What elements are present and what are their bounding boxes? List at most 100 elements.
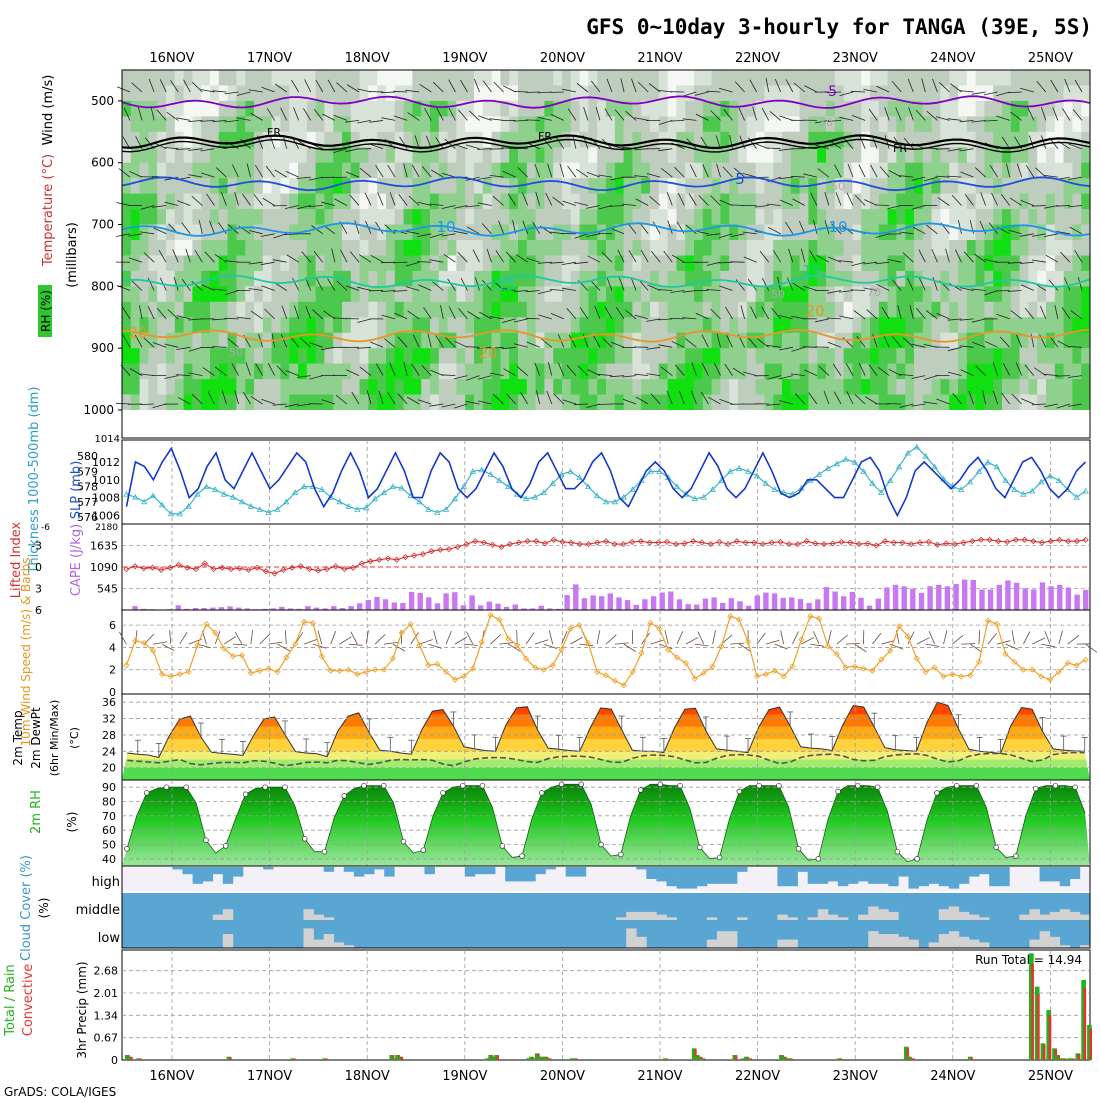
- rh-cell: [579, 162, 589, 179]
- rh-cell: [438, 193, 449, 210]
- high-cloud-bar: [222, 867, 234, 884]
- rh-cell: [870, 255, 880, 272]
- wind-barb: [234, 390, 239, 405]
- rh-cell: [852, 394, 862, 411]
- rh-cell: [905, 131, 915, 148]
- surface-wind-barb: [756, 632, 766, 645]
- low-cloud-bar: [303, 928, 314, 948]
- rh-cell: [667, 147, 677, 164]
- thickness-marker: [132, 493, 139, 500]
- rh-cell: [1046, 100, 1056, 117]
- wind-speed-marker: [878, 656, 885, 663]
- rh-cell: [359, 286, 369, 303]
- rh-cell: [482, 209, 493, 226]
- temp-line: [127, 701, 1085, 759]
- wind-barb: [759, 250, 770, 263]
- rh-cell: [852, 193, 862, 210]
- rh-cell: [262, 317, 273, 334]
- surface-wind-barb: [543, 643, 558, 649]
- surface-wind-barb: [410, 632, 419, 645]
- thickness-marker: [549, 480, 556, 486]
- rh-cell: [570, 240, 581, 256]
- rh-cell: [922, 317, 933, 334]
- rh-cell: [694, 116, 704, 133]
- high-cloud-bar: [1059, 867, 1071, 887]
- rh-cell: [1002, 240, 1012, 256]
- rh-cell: [1019, 348, 1029, 365]
- rh-cell: [650, 70, 660, 86]
- wind-speed-marker: [487, 612, 494, 619]
- rh-cell: [826, 301, 836, 318]
- rh-cell: [166, 240, 176, 256]
- rh-tick-label: 40: [102, 853, 116, 866]
- rh-cell: [245, 270, 255, 287]
- cape-bar: [685, 604, 691, 610]
- rh-cell: [570, 270, 581, 287]
- wind-barb: [706, 90, 721, 93]
- rh-cell: [482, 178, 493, 195]
- rh-cell: [1028, 224, 1038, 241]
- rh-cell: [289, 348, 299, 365]
- rh-cell: [359, 224, 369, 241]
- rh-cell: [298, 178, 308, 195]
- rh-cell: [386, 116, 396, 133]
- wind-barb: [766, 147, 781, 150]
- rh-cell: [1072, 286, 1082, 303]
- wind-barb: [732, 367, 745, 376]
- wind-barb: [708, 396, 721, 405]
- date-label-bottom: 19NOV: [442, 1069, 487, 1084]
- rh-cell: [148, 286, 158, 303]
- middle-cloud-bar: [646, 911, 657, 920]
- rh-cell: [509, 348, 519, 365]
- rh-cell: [694, 379, 704, 396]
- rh-cell: [192, 240, 202, 256]
- thickness-marker: [425, 506, 432, 512]
- wind-barb: [427, 333, 432, 348]
- rh-cell: [368, 85, 378, 102]
- wind-barb: [587, 369, 601, 376]
- rh-cell: [236, 70, 246, 86]
- li-marker: [454, 543, 461, 550]
- thickness-marker: [283, 498, 290, 505]
- rh-cell: [1046, 363, 1056, 380]
- thickness-marker: [496, 477, 503, 483]
- wind-axis-label: Wind (m/s): [41, 75, 56, 146]
- temp-axis-label-2: 2m DewPt: [29, 707, 43, 769]
- temperature-bands: [122, 702, 1090, 780]
- rh-cell: [553, 147, 563, 164]
- slp-tick-label: 1008: [92, 492, 120, 505]
- rh-cell: [333, 301, 343, 318]
- rh-cell: [870, 116, 880, 133]
- wind-barb: [688, 193, 697, 206]
- rh-cell: [729, 348, 739, 365]
- rh-cell: [456, 209, 466, 226]
- rh-cell: [755, 394, 765, 411]
- wind-barb: [923, 401, 938, 405]
- rh-cell: [658, 85, 669, 102]
- isotherm-line: [121, 138, 1091, 153]
- li-marker: [943, 540, 950, 547]
- rh-cell: [192, 178, 202, 195]
- rh-cell: [746, 193, 757, 210]
- rh-cell: [799, 162, 809, 179]
- rh-cell: [597, 193, 607, 210]
- low-cloud-bar: [343, 945, 355, 948]
- rh-cell: [421, 100, 431, 117]
- rh-cell: [658, 363, 669, 380]
- rh-cell: [720, 240, 730, 256]
- rh-cell: [421, 332, 431, 349]
- li-marker: [576, 541, 583, 548]
- rh-cell: [350, 255, 361, 272]
- wind-barb: [963, 251, 974, 263]
- rh-cell: [122, 224, 132, 241]
- surface-wind-barb: [650, 639, 664, 645]
- rh-cell: [430, 255, 440, 272]
- middle-cloud-bar: [817, 909, 829, 920]
- contour-label: 15: [496, 276, 515, 294]
- thickness-marker: [718, 477, 725, 483]
- surface-wind-barb: [614, 642, 629, 645]
- rh-cell: [166, 255, 176, 272]
- li-marker: [315, 567, 322, 574]
- rh-cell: [245, 379, 255, 396]
